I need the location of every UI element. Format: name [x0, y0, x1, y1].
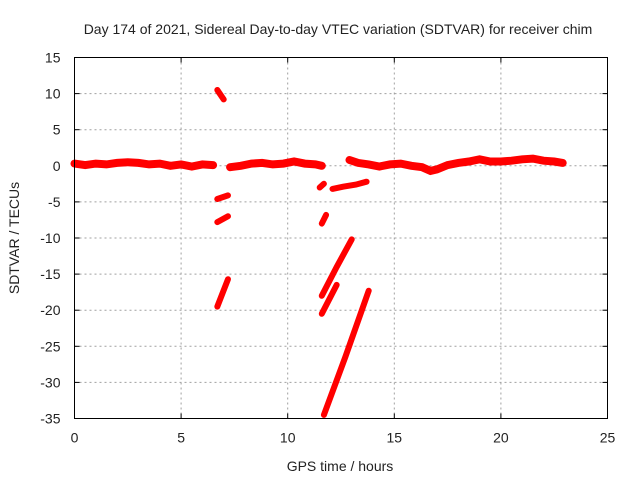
y-tick-label: 10 [45, 86, 61, 102]
data-series-arc-g [329, 178, 370, 192]
y-tick-label: 5 [53, 122, 61, 138]
grid-lines [74, 57, 608, 419]
data-series-layer [70, 87, 567, 418]
y-tick-label: -10 [40, 230, 60, 246]
x-tick-label: 0 [71, 430, 79, 446]
data-series-arc-main-2 [226, 157, 326, 172]
data-series-arc-j [320, 287, 372, 418]
chart-title: Day 174 of 2021, Sidereal Day-to-day VTE… [84, 21, 593, 37]
data-series-arc-a [214, 87, 227, 103]
plot-frame [74, 57, 608, 419]
x-tick-label: 10 [280, 430, 296, 446]
data-series-arc-main-1 [70, 158, 218, 171]
y-tick-label: -25 [40, 338, 60, 354]
data-series-arc-main-3 [345, 154, 567, 176]
data-series-arc-i [318, 281, 340, 317]
x-tick-label: 20 [493, 430, 509, 446]
x-axis-tick-labels: 0 5 10 15 20 25 [71, 430, 616, 446]
y-axis-label: SDTVAR / TECUs [6, 182, 22, 294]
data-series-arc-h [318, 236, 355, 299]
data-series-arc-e [318, 211, 330, 227]
x-tick-label: 5 [177, 430, 185, 446]
y-tick-label: -20 [40, 302, 60, 318]
y-tick-label: 0 [53, 158, 61, 174]
y-tick-label: -35 [40, 411, 60, 427]
data-series-arc-c [214, 213, 231, 226]
x-tick-label: 15 [387, 430, 403, 446]
y-axis-tick-labels: 15 10 5 0 -5 -10 -15 -20 -25 -30 -35 [40, 50, 60, 427]
y-tick-label: 15 [45, 50, 61, 66]
data-series-arc-f [316, 180, 327, 191]
data-series-arc-d [214, 276, 231, 310]
data-series-arc-b [214, 192, 231, 202]
y-tick-label: -5 [48, 194, 61, 210]
y-tick-label: -30 [40, 374, 60, 390]
x-tick-label: 25 [600, 430, 616, 446]
y-tick-label: -15 [40, 266, 60, 282]
x-axis-label: GPS time / hours [287, 458, 394, 474]
